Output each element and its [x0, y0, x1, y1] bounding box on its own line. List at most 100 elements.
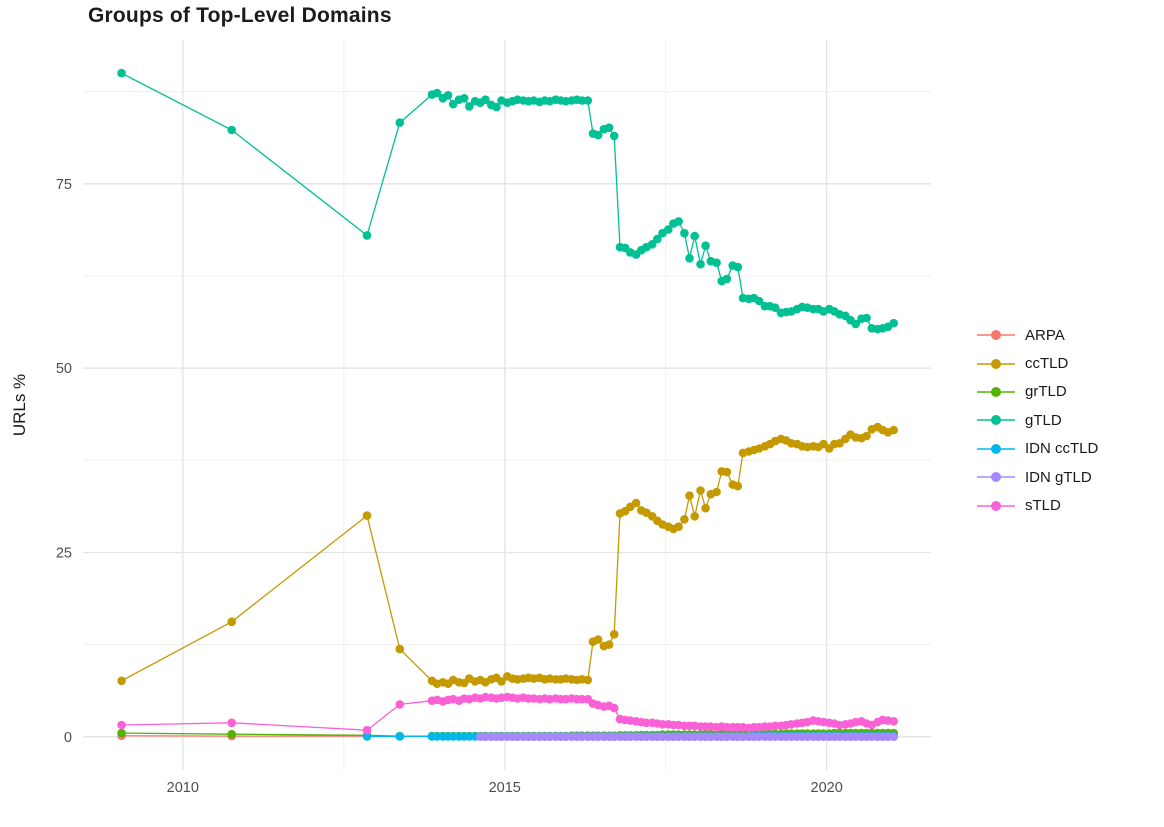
y-tick-label: 0	[64, 730, 72, 746]
data-point	[604, 640, 614, 649]
data-point	[395, 118, 405, 127]
legend-item-idn-gtld: IDN gTLD	[976, 463, 1098, 491]
data-point	[117, 720, 126, 730]
series-idn-gtld	[476, 732, 898, 741]
legend-item-idn-cctld: IDN ccTLD	[976, 435, 1098, 463]
legend-label: ARPA	[1025, 326, 1065, 344]
legend-label: IDN ccTLD	[1025, 440, 1099, 458]
chart-title: Groups of Top-Level Domains	[88, 4, 392, 27]
data-point	[481, 95, 490, 104]
data-point	[443, 91, 453, 100]
data-point	[889, 318, 898, 328]
data-point	[754, 296, 764, 306]
data-point	[362, 231, 372, 240]
data-point	[117, 676, 126, 686]
data-point	[685, 253, 694, 263]
data-point	[497, 677, 506, 686]
series-cctld	[117, 422, 898, 688]
data-point	[733, 262, 743, 272]
data-point	[701, 241, 710, 250]
data-point	[395, 732, 405, 741]
data-point	[227, 617, 236, 627]
y-tick-label: 75	[56, 177, 72, 193]
data-point	[722, 467, 732, 477]
data-point	[701, 503, 710, 513]
data-point	[609, 703, 619, 713]
data-point	[712, 258, 721, 268]
legend-key-grtld	[977, 386, 1015, 397]
data-point	[448, 99, 458, 109]
legend-key-cctld	[977, 358, 1015, 369]
data-point	[712, 487, 721, 497]
legend-item-arpa: ARPA	[976, 321, 1098, 349]
data-point	[395, 644, 405, 654]
x-tick-label: 2010	[167, 780, 199, 796]
data-point	[862, 431, 871, 441]
y-axis-label: URLs %	[10, 373, 29, 437]
legend-label: gTLD	[1025, 411, 1062, 429]
data-point	[690, 512, 699, 521]
data-point	[117, 68, 126, 78]
data-point	[583, 96, 593, 105]
data-point	[722, 274, 732, 284]
data-point	[593, 130, 603, 140]
data-point	[227, 718, 236, 728]
data-point	[770, 303, 780, 313]
series-line-gtld	[121, 72, 895, 330]
series-arpa	[117, 731, 372, 741]
data-point	[432, 88, 442, 98]
data-point	[680, 228, 689, 238]
legend-item-stld: sTLD	[976, 491, 1098, 519]
legend-key-arpa	[977, 330, 1015, 341]
data-point	[395, 700, 405, 709]
legend-item-cctld: ccTLD	[976, 349, 1098, 377]
data-point	[117, 728, 126, 738]
data-point	[733, 481, 743, 491]
data-point	[362, 732, 372, 741]
data-point	[604, 123, 614, 132]
data-point	[459, 94, 469, 103]
data-point	[227, 729, 236, 739]
data-point	[862, 313, 871, 323]
data-point	[680, 515, 689, 524]
legend-label: grTLD	[1025, 383, 1067, 401]
data-point	[492, 102, 501, 112]
data-point	[690, 231, 699, 241]
grid-minor	[83, 40, 931, 770]
y-tick-label: 25	[56, 545, 72, 561]
data-point	[227, 125, 236, 135]
legend-label: IDN gTLD	[1025, 468, 1092, 486]
legend-key-gtld	[977, 415, 1015, 426]
data-point	[664, 225, 673, 234]
data-point	[362, 725, 372, 735]
data-point	[362, 511, 372, 520]
series-gtld	[117, 68, 898, 334]
data-point	[631, 498, 641, 508]
series-stld	[117, 692, 898, 735]
series-line-cctld	[121, 426, 894, 685]
legend-key-idn-cctld	[977, 443, 1015, 454]
data-point	[465, 102, 474, 111]
legend-key-stld	[977, 500, 1015, 511]
legend-item-gtld: gTLD	[976, 406, 1098, 434]
legend: ARPA ccTLD grTLD gTLD IDN ccTLD IDN gTLD sTLD	[976, 321, 1098, 520]
legend-label: ccTLD	[1025, 355, 1069, 373]
grid-major	[83, 40, 931, 770]
data-point	[889, 717, 898, 726]
data-point	[889, 425, 898, 435]
data-point	[609, 131, 619, 141]
legend-key-idn-gtld	[977, 472, 1015, 483]
x-tick-label: 2020	[811, 780, 843, 796]
x-tick-label: 2015	[489, 780, 521, 796]
data-point	[653, 234, 662, 244]
data-point	[674, 522, 683, 531]
data-point	[851, 319, 860, 329]
data-point	[696, 259, 705, 269]
data-point	[609, 630, 619, 639]
y-tick-label: 50	[56, 361, 72, 377]
data-point	[583, 675, 593, 685]
data-point	[696, 486, 705, 495]
legend-item-grtld: grTLD	[976, 378, 1098, 406]
data-point	[685, 491, 694, 501]
